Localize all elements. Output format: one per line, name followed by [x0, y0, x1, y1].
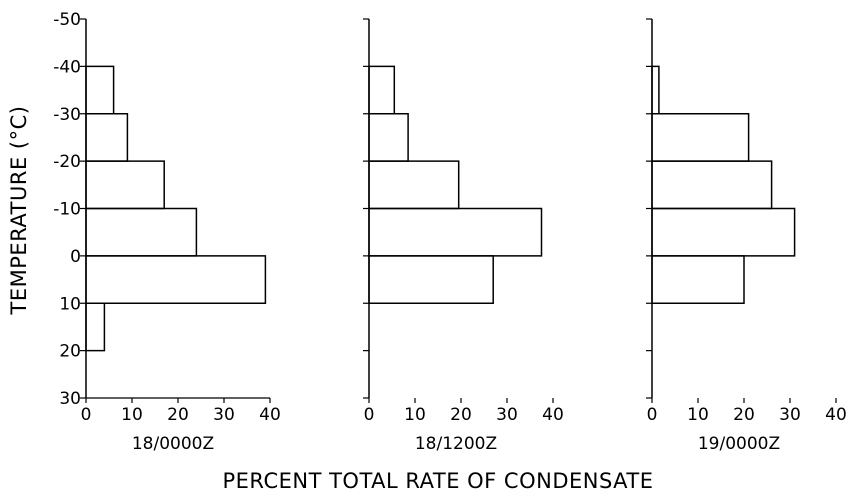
bar — [85, 65, 115, 115]
bar — [85, 302, 106, 352]
bar — [651, 160, 773, 210]
bar — [85, 207, 198, 257]
bar — [368, 113, 409, 162]
panel-label: 18/1200Z — [415, 434, 497, 454]
x-tick-label: 10 — [404, 405, 426, 425]
x-tick-label: 20 — [167, 405, 189, 425]
panel-2: 0 10 20 30 40 18/1200Z — [363, 18, 564, 454]
panel-3: 0 10 20 30 40 19/0000Z — [646, 18, 847, 454]
x-tick-label: 30 — [779, 405, 801, 425]
bar — [651, 65, 660, 115]
bar — [85, 255, 267, 304]
y-tick-label: 20 — [59, 342, 81, 362]
x-tick-label: 30 — [496, 405, 518, 425]
x-tick-label: 20 — [450, 405, 472, 425]
y-tick-label: -50 — [53, 10, 81, 30]
bar — [85, 160, 165, 210]
x-tick-label: 40 — [542, 405, 564, 425]
x-axis-title: PERCENT TOTAL RATE OF CONDENSATE — [222, 469, 653, 493]
y-axis-title: TEMPERATURE (°C) — [7, 106, 31, 316]
y-tick-label: -40 — [53, 57, 81, 77]
y-tick-label: 30 — [59, 389, 81, 409]
bar — [368, 160, 460, 210]
x-tick-label: 0 — [364, 405, 375, 425]
x-tick-label: 30 — [213, 405, 235, 425]
x-tick-label: 0 — [647, 405, 658, 425]
y-tick-label: -20 — [53, 152, 81, 172]
x-tick-label: 20 — [733, 405, 755, 425]
bar — [368, 207, 543, 257]
panel-label: 19/0000Z — [698, 434, 780, 454]
y-tick-label: 10 — [59, 294, 81, 314]
y-tick-label: 0 — [70, 247, 81, 267]
x-tick-label: 10 — [687, 405, 709, 425]
panel-label: 18/0000Z — [132, 434, 214, 454]
bar — [85, 113, 129, 162]
bar — [651, 207, 796, 257]
x-tick-label: 40 — [259, 405, 281, 425]
y-tick-label: -10 — [53, 200, 81, 220]
bar — [651, 113, 750, 162]
y-tick-label: -30 — [53, 105, 81, 125]
bar — [368, 255, 494, 304]
bar — [651, 255, 745, 304]
bar — [368, 65, 396, 115]
x-tick-label: 0 — [81, 405, 92, 425]
x-tick-label: 10 — [121, 405, 143, 425]
x-tick-label: 40 — [825, 405, 847, 425]
